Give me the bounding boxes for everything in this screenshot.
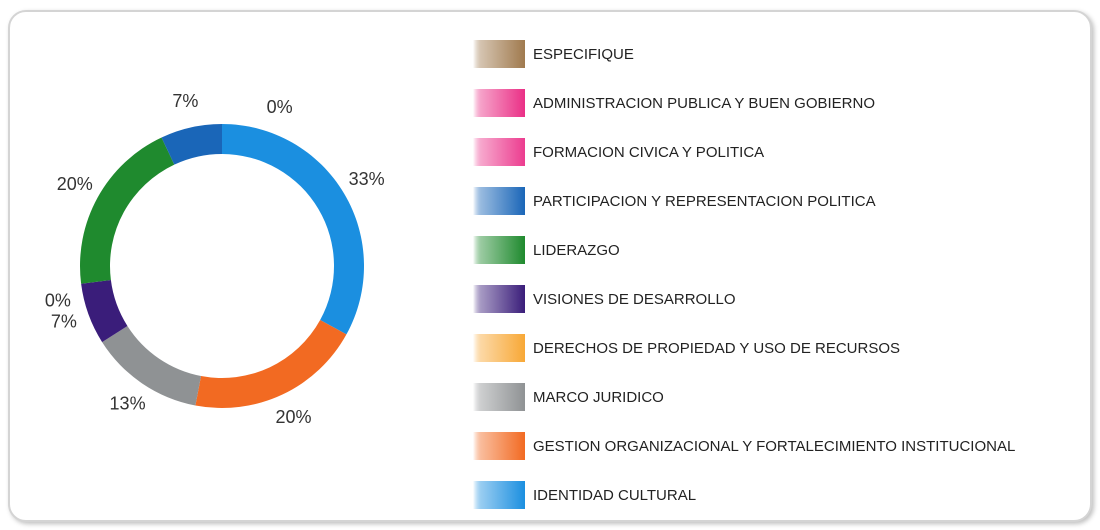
legend-label: IDENTIDAD CULTURAL <box>533 487 696 504</box>
value-label: 7% <box>51 312 77 332</box>
legend-label: FORMACION CIVICA Y POLITICA <box>533 144 764 161</box>
panel <box>8 10 1092 522</box>
donut-slice <box>161 124 222 165</box>
value-label: 0% <box>45 291 71 311</box>
legend-label: MARCO JURIDICO <box>533 389 664 406</box>
legend-swatch <box>473 187 525 215</box>
legend-label: LIDERAZGO <box>533 242 620 259</box>
legend-swatch <box>473 334 525 362</box>
legend-swatch <box>473 40 525 68</box>
value-label: 13% <box>110 394 146 414</box>
legend-swatch <box>473 383 525 411</box>
legend-swatch <box>473 432 525 460</box>
legend-label: VISIONES DE DESARROLLO <box>533 291 736 308</box>
legend-label: ESPECIFIQUE <box>533 46 634 63</box>
legend-label: DERECHOS DE PROPIEDAD Y USO DE RECURSOS <box>533 340 900 357</box>
value-label: 33% <box>349 169 385 189</box>
value-label: 20% <box>57 174 93 194</box>
donut-slice <box>81 280 128 343</box>
legend-label: GESTION ORGANIZACIONAL Y FORTALECIMIENTO… <box>533 438 1015 455</box>
donut-slice <box>102 326 202 406</box>
donut-slice <box>195 319 347 408</box>
value-label: 7% <box>172 91 198 111</box>
value-label: 20% <box>276 407 312 427</box>
donut-slice <box>222 124 364 335</box>
legend-swatch <box>473 481 525 509</box>
legend-swatch <box>473 285 525 313</box>
legend-swatch <box>473 236 525 264</box>
donut-slice <box>80 137 175 284</box>
value-label: 0% <box>267 97 293 117</box>
legend-label: PARTICIPACION Y REPRESENTACION POLITICA <box>533 193 876 210</box>
legend-label: ADMINISTRACION PUBLICA Y BUEN GOBIERNO <box>533 95 875 112</box>
legend-swatch <box>473 138 525 166</box>
legend-swatch <box>473 89 525 117</box>
